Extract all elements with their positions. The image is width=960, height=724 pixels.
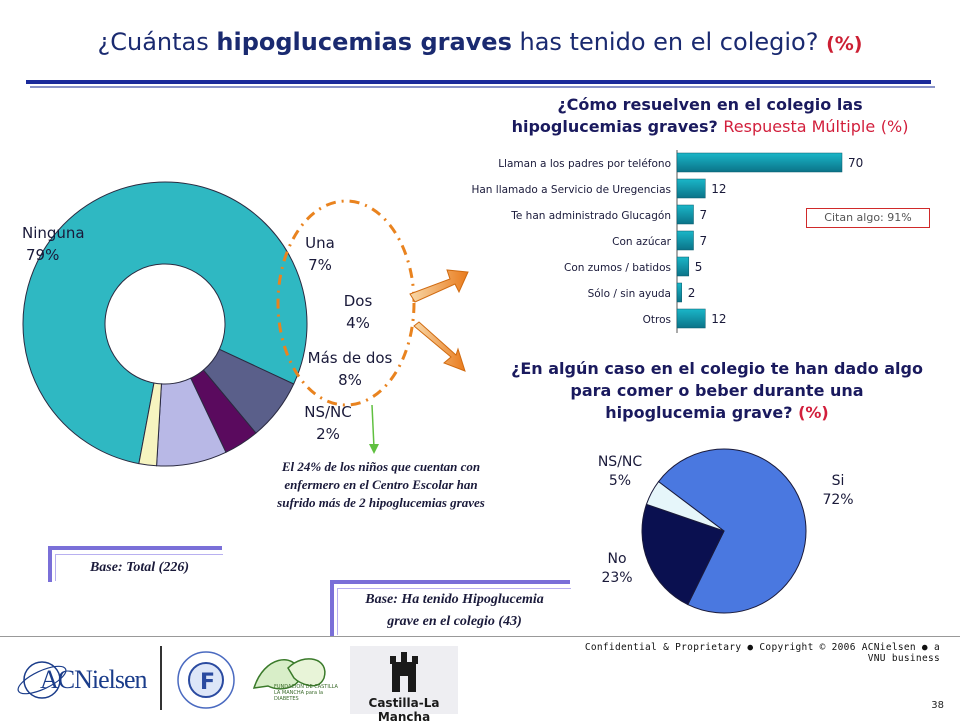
citan-badge: Citan algo: 91%	[806, 208, 930, 228]
title-rule	[26, 80, 931, 84]
castilla-logo: Castilla-La Mancha	[350, 646, 458, 724]
donut-label-una: Una	[305, 234, 335, 252]
donut-value-una: 7%	[308, 256, 332, 274]
donut-label-ninguna: Ninguna	[22, 224, 85, 242]
note-pointer-arrow	[369, 444, 379, 454]
page-title: ¿Cuántas hipoglucemias graves has tenido…	[0, 28, 960, 56]
pie-slice-si	[657, 448, 807, 614]
bar-label-llaman-a-los-padres-por-telefono: Llaman a los padres por teléfono	[498, 158, 671, 170]
question1: ¿Cómo resuelven en el colegio las hipogl…	[470, 94, 950, 138]
footer-divider	[0, 636, 960, 637]
donut-value-dos: 4%	[346, 314, 370, 332]
pie-slice-no	[641, 503, 725, 606]
note-line3: sufrido más de 2 hipoglucemias graves	[277, 495, 485, 510]
question1-line2a: hipoglucemias graves?	[511, 117, 724, 136]
base2-line1: Base: Ha tenido Hipoglucemia	[365, 592, 544, 607]
question2-line2: para comer o beber durante una	[570, 381, 864, 400]
bar-con-azucar	[676, 230, 694, 251]
bar-value-han-llamado-a-servicio-de-uregencias: 12	[711, 182, 726, 196]
donut-slice-ns-nc	[138, 382, 162, 467]
bar-value-con-zumos-batidos: 5	[695, 260, 703, 274]
page-number: 38	[931, 700, 944, 711]
title-post: has tenido en el colegio?	[511, 28, 827, 56]
question1-line2b: Respuesta Múltiple	[723, 117, 876, 136]
bar-han-llamado-a-servicio-de-uregencias	[676, 178, 706, 199]
donut-note: El 24% de los niños que cuentan con enfe…	[236, 458, 526, 512]
question1-unit: (%)	[880, 117, 909, 136]
highlight-ellipse	[276, 199, 416, 407]
pie-chart	[641, 448, 807, 614]
question1-line1: ¿Cómo resuelven en el colegio las	[557, 95, 863, 114]
logo-divider	[160, 646, 162, 710]
arrow-to-bars	[409, 269, 469, 303]
donut-value-ninguna: 79%	[26, 246, 59, 264]
bar-value-con-azucar: 7	[700, 234, 708, 248]
donut-chart	[22, 181, 308, 467]
pie-value-ns-nc: 5%	[609, 473, 631, 489]
bar-con-zumos-batidos	[676, 256, 690, 277]
footer-confidential: Confidential & Proprietary ● Copyright ©…	[584, 642, 940, 664]
note-line2: enfermero en el Centro Escolar han	[284, 477, 478, 492]
note-pointer-line	[371, 404, 375, 449]
fundacion-clm-logo: FUNDACION DE CASTILLA LA MANCHA para la …	[244, 648, 340, 714]
donut-slice-ninguna	[22, 181, 308, 465]
bar-value-otros: 12	[711, 312, 726, 326]
question2-line1: ¿En algún caso en el colegio te han dado…	[511, 359, 923, 378]
bar-solo-sin-ayuda	[676, 282, 682, 303]
pie-labels: Si 72% No 23% NS/NC 5%	[598, 454, 854, 586]
bar-otros	[676, 308, 706, 329]
acnielsen-logo-text: ACNielsen	[40, 665, 148, 694]
title-bold: hipoglucemias graves	[216, 28, 512, 56]
donut-value-mas-de-dos: 8%	[338, 371, 362, 389]
bar-chart: Llaman a los padres por teléfono 70 Han ll…	[471, 152, 863, 329]
title-unit: (%)	[826, 33, 863, 55]
question2-unit: (%)	[798, 403, 829, 422]
arrow-to-pie	[413, 321, 466, 372]
pie-label-ns-nc: NS/NC	[598, 454, 643, 470]
donut-label-ns-nc: NS/NC	[304, 403, 352, 421]
pie-slice-ns-nc	[645, 480, 725, 532]
title-pre: ¿Cuántas	[97, 28, 217, 56]
base1-box: Base: Total (226)	[48, 546, 223, 582]
bar-value-llaman-a-los-padres-por-telefono: 70	[848, 156, 863, 170]
base2-line2: grave en el colegio (43)	[387, 614, 522, 629]
base2-box: Base: Ha tenido Hipoglucemia grave en el…	[330, 580, 571, 636]
donut-value-ns-nc: 2%	[316, 425, 340, 443]
bar-label-con-zumos-batidos: Con zumos / batidos	[564, 262, 671, 274]
bar-label-con-azucar: Con azúcar	[612, 236, 672, 248]
donut-label-dos: Dos	[344, 292, 373, 310]
bar-llaman-a-los-padres-por-telefono	[676, 152, 843, 173]
fundacion-clm-text: FUNDACION DE CASTILLA LA MANCHA para la …	[274, 684, 338, 702]
bar-te-han-administrado-glucagon	[676, 204, 694, 225]
pie-label-no: No	[607, 551, 626, 567]
pie-value-no: 23%	[601, 570, 632, 586]
bar-label-te-han-administrado-glucagon: Te han administrado Glucagón	[510, 210, 671, 222]
bar-label-solo-sin-ayuda: Sólo / sin ayuda	[588, 288, 671, 300]
bar-label-otros: Otros	[643, 314, 671, 326]
acnielsen-logo: ACNielsen	[12, 650, 152, 710]
bar-label-han-llamado-a-servicio-de-uregencias: Han llamado a Servicio de Uregencias	[471, 184, 671, 196]
question2-line3a: hipoglucemia grave?	[605, 403, 799, 422]
bar-value-te-han-administrado-glucagon: 7	[700, 208, 708, 222]
donut-labels: Ninguna 79% Una 7% Dos 4% Más de dos 8% NS/NC 2%	[22, 224, 393, 443]
base1-text: Base: Total (226)	[55, 554, 223, 581]
note-line1: El 24% de los niños que cuentan con	[281, 459, 481, 474]
donut-label-mas-de-dos: Más de dos	[308, 349, 393, 367]
question2: ¿En algún caso en el colegio te han dado…	[482, 358, 952, 424]
base2-text: Base: Ha tenido Hipoglucemia grave en el…	[337, 588, 571, 635]
fundacion-diabetes-logo: F	[174, 644, 238, 714]
bar-value-solo-sin-ayuda: 2	[688, 286, 696, 300]
title-rule-shadow	[30, 86, 935, 88]
svg-text:F: F	[200, 670, 215, 695]
pie-label-si: Si	[832, 473, 845, 489]
pie-value-si: 72%	[822, 492, 853, 508]
